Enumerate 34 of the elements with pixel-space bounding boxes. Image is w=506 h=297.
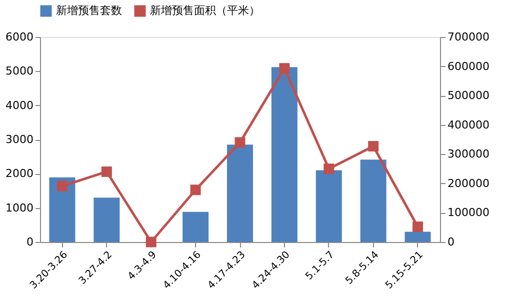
y-tick-label: 0 xyxy=(26,236,34,248)
point xyxy=(324,164,334,174)
point xyxy=(279,63,290,74)
y2-tick-label: 0 xyxy=(448,236,454,248)
point xyxy=(56,180,68,192)
y2-tick-label: 300000 xyxy=(448,148,490,161)
y2-tick-label: 600000 xyxy=(448,60,490,73)
y-tick-label: 5000 xyxy=(6,64,34,78)
bar xyxy=(316,170,342,242)
legend-label: 新增预售套数 xyxy=(56,4,122,17)
bar xyxy=(271,67,298,242)
legend-label: 新增预售面积（平米） xyxy=(150,4,260,17)
bar xyxy=(94,198,120,242)
bar xyxy=(404,232,431,242)
point xyxy=(368,140,379,152)
y2-tick-label: 100000 xyxy=(448,206,490,220)
y-tick-label: 2000 xyxy=(6,167,34,180)
y-tick-label: 1000 xyxy=(6,201,34,214)
point xyxy=(412,222,424,232)
point xyxy=(101,166,112,177)
bar xyxy=(227,144,253,242)
bar xyxy=(360,160,386,242)
y-tick-label: 6000 xyxy=(6,30,34,44)
bar xyxy=(182,212,209,242)
point xyxy=(190,184,201,196)
bar xyxy=(49,177,76,242)
y-tick-label: 4000 xyxy=(6,98,34,112)
y-tick-label: 3000 xyxy=(6,133,34,146)
y2-tick-label: 400000 xyxy=(448,118,490,132)
point xyxy=(234,137,246,148)
y2-tick-label: 500000 xyxy=(448,89,490,102)
y2-tick-label: 200000 xyxy=(448,176,490,190)
y2-tick-label: 700000 xyxy=(448,30,490,44)
point xyxy=(146,236,156,248)
